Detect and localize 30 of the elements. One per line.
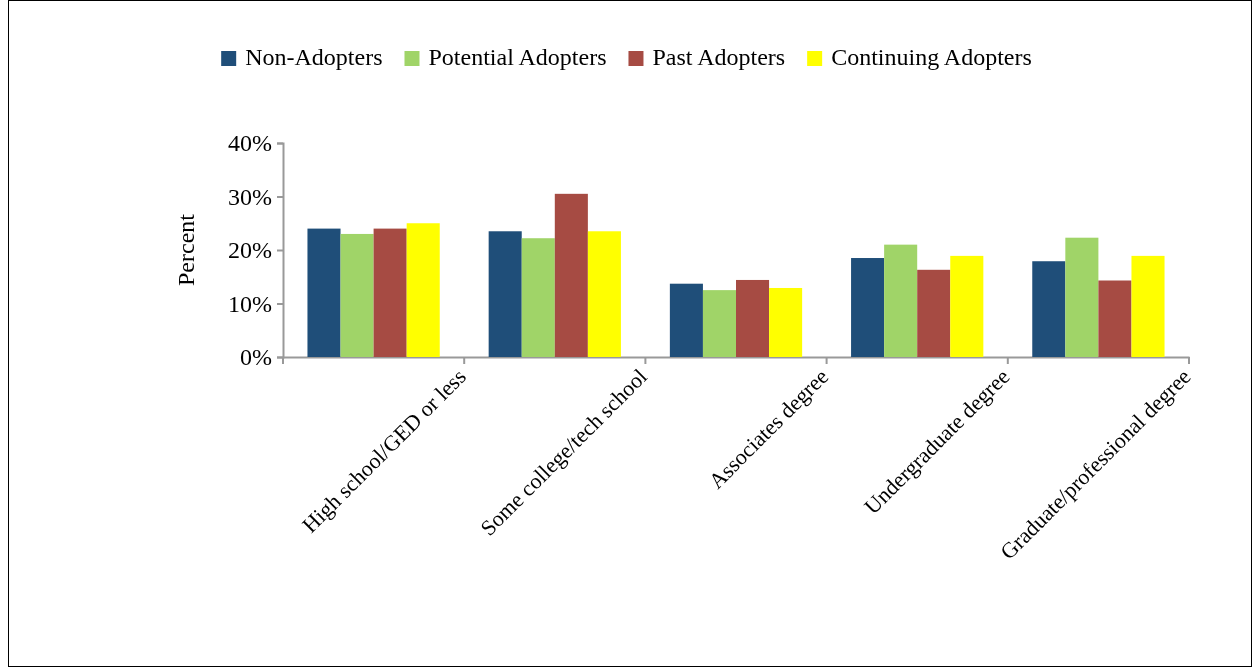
bar xyxy=(1098,280,1132,357)
legend-label: Continuing Adopters xyxy=(831,44,1032,70)
bar xyxy=(1065,237,1099,357)
bar xyxy=(884,244,918,357)
bar xyxy=(917,269,951,357)
bar xyxy=(406,223,440,357)
y-tick-label: 30% xyxy=(228,183,272,210)
y-tick-label: 10% xyxy=(228,290,272,317)
legend-label: Non-Adopters xyxy=(245,44,383,70)
bar xyxy=(340,233,374,357)
y-axis-title: Percent xyxy=(173,213,199,286)
bar xyxy=(1032,261,1066,357)
bar xyxy=(950,255,984,357)
bar xyxy=(669,283,703,357)
bar xyxy=(587,231,621,357)
bar xyxy=(488,231,522,357)
bar xyxy=(702,290,736,357)
y-tick-label: 20% xyxy=(228,237,272,264)
bar xyxy=(307,228,341,357)
y-tick-label: 0% xyxy=(240,344,272,371)
bar xyxy=(1131,255,1165,357)
bar xyxy=(736,279,770,357)
bar xyxy=(851,258,885,357)
legend-label: Past Adopters xyxy=(652,44,786,70)
bar xyxy=(769,287,803,357)
legend-label: Potential Adopters xyxy=(428,44,607,70)
bar xyxy=(373,228,407,357)
bar xyxy=(554,193,588,357)
y-tick-label: 40% xyxy=(228,130,272,157)
bar xyxy=(521,238,555,357)
